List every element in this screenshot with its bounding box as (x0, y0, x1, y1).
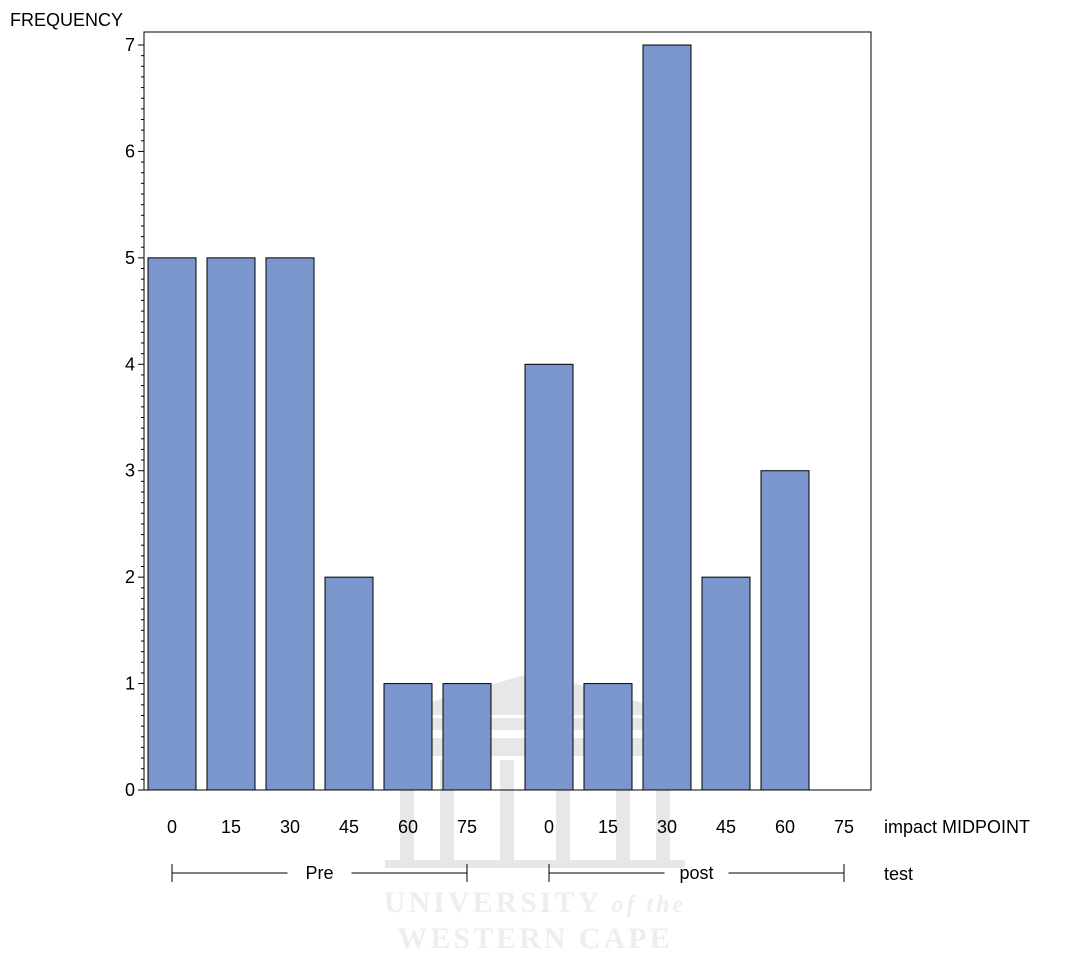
bar-post-0 (524, 363, 574, 791)
x-tick-label: 60 (775, 817, 795, 837)
y-tick-label: 7 (125, 35, 135, 55)
bar-pre-60 (383, 683, 433, 791)
x-tick-label: 45 (339, 817, 359, 837)
x-tick-label: 75 (834, 817, 854, 837)
x-tick-labels: 0 15 30 45 60 75 0 15 30 45 60 75 (167, 817, 854, 837)
bar-pre-45 (324, 576, 374, 791)
bar-post-15 (583, 683, 633, 791)
group-brackets: Pre post (171, 863, 845, 883)
bar-pre-0 (147, 257, 197, 791)
y-tick-label: 3 (125, 461, 135, 481)
bar-pre-30 (265, 257, 315, 791)
y-tick-label: 2 (125, 567, 135, 587)
bar-post-60 (760, 470, 810, 791)
plot-frame (143, 31, 872, 791)
bars (147, 44, 810, 791)
x-tick-label: 15 (221, 817, 241, 837)
group-label-post: post (679, 863, 713, 883)
x-tick-label: 60 (398, 817, 418, 837)
bar-pre-15 (206, 257, 256, 791)
watermark-line-2: WESTERN CAPE (397, 922, 672, 955)
x-tick-label: 75 (457, 817, 477, 837)
bar-post-30 (642, 44, 692, 791)
y-tick-label: 5 (125, 248, 135, 268)
group-label-pre: Pre (305, 863, 333, 883)
y-tick-label: 0 (125, 780, 135, 800)
y-tick-label: 1 (125, 674, 135, 694)
bar-pre-75 (442, 683, 492, 791)
y-tick-label: 4 (125, 354, 135, 374)
y-axis: 0 1 2 3 4 5 6 7 (125, 35, 144, 800)
y-tick-label: 6 (125, 141, 135, 161)
x-axis-label: impact MIDPOINT (884, 817, 1030, 837)
bar-post-45 (701, 576, 751, 791)
x-tick-label: 30 (280, 817, 300, 837)
watermark-line-1: UNIVERSITY of the (384, 886, 686, 919)
x-tick-label: 30 (657, 817, 677, 837)
x-tick-label: 0 (544, 817, 554, 837)
x-tick-label: 45 (716, 817, 736, 837)
group-axis-label: test (884, 864, 913, 884)
x-tick-label: 15 (598, 817, 618, 837)
y-axis-label: FREQUENCY (10, 10, 123, 30)
x-tick-label: 0 (167, 817, 177, 837)
